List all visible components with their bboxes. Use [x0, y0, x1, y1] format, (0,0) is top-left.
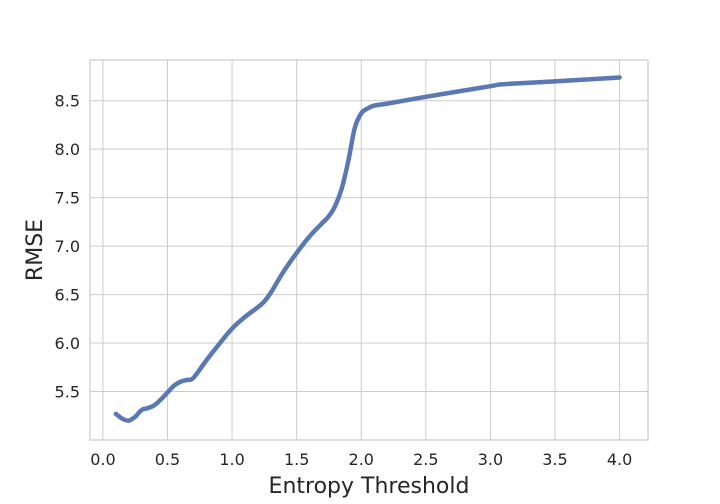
x-tick-label: 4.0 — [607, 450, 632, 469]
y-tick-label: 7.5 — [55, 189, 80, 208]
y-tick-label: 8.0 — [55, 140, 80, 159]
x-gridlines — [102, 60, 621, 440]
series-layer — [113, 75, 622, 423]
series-line — [113, 75, 622, 423]
y-tick-label: 8.5 — [55, 92, 80, 111]
y-tick-label: 7.0 — [55, 237, 80, 256]
y-tick-labels: 5.5 6.0 6.5 7.0 7.5 8.0 8.5 — [55, 92, 80, 402]
x-tick-label: 3.5 — [542, 450, 567, 469]
x-axis-label: Entropy Threshold — [269, 474, 470, 499]
y-tick-label: 6.5 — [55, 286, 80, 305]
x-tick-labels: 0.0 0.5 1.0 1.5 2.0 2.5 3.0 3.5 4.0 — [90, 450, 632, 469]
x-tick-label: 3.0 — [478, 450, 503, 469]
x-tick-label: 2.0 — [349, 450, 374, 469]
y-axis-label: RMSE — [23, 219, 48, 281]
plot-background — [90, 60, 648, 440]
x-tick-label: 1.5 — [284, 450, 309, 469]
x-tick-label: 0.5 — [155, 450, 180, 469]
y-tick-label: 5.5 — [55, 383, 80, 402]
y-tick-label: 6.0 — [55, 334, 80, 353]
x-tick-label: 0.0 — [90, 450, 115, 469]
plot-frame — [89, 59, 649, 441]
x-tick-label: 2.5 — [413, 450, 438, 469]
x-tick-label: 1.0 — [219, 450, 244, 469]
y-gridlines — [90, 100, 648, 393]
